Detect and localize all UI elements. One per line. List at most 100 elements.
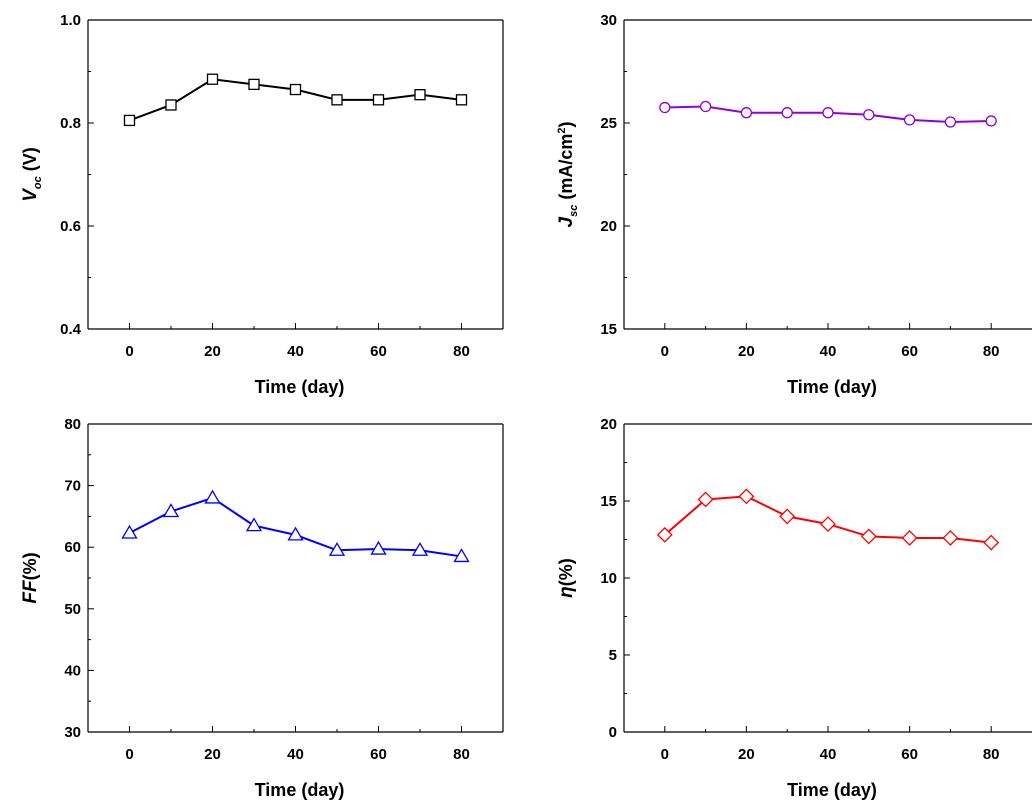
chart-4-series-1-point-9 [983, 534, 1000, 551]
chart-3-x-tick-label: 0 [125, 746, 133, 763]
chart-1-x-tick-label: 40 [287, 343, 304, 360]
chart-2-y-axis-title: Jsc (mA/cm2) [556, 122, 580, 228]
chart-3-series-1-point-4 [245, 517, 263, 532]
chart-4-series-1-point-4 [779, 508, 796, 525]
chart-1-panel: 0 20 40 60 80 0.4 0.6 0.8 1.0 Time (day) Voc (V) [20, 12, 504, 397]
chart-1-series-1-point-6 [331, 94, 343, 106]
chart-3-x-axis-title: Time (day) [255, 780, 345, 800]
chart-1-series-1-point-5 [289, 83, 302, 96]
chart-4-x-tick-label: 60 [901, 746, 918, 763]
chart-1-series-1-point-3 [206, 73, 219, 85]
chart-3-series-1-point-6 [328, 541, 346, 556]
chart-4-y-tick-label: 20 [600, 416, 617, 433]
chart-3-y-tick-label: 30 [64, 724, 81, 741]
chart-3-series-1-point-5 [287, 526, 304, 541]
chart-4-series-1-point-1 [656, 526, 673, 543]
chart-2-series-1-point-1 [659, 101, 671, 114]
chart-1-series-1-point-1 [123, 114, 136, 127]
chart-1-y-axis-title: Voc (V) [20, 147, 44, 202]
chart-4-x-axis-title: Time (day) [787, 780, 877, 800]
chart-3-series-1-point-7 [370, 540, 387, 555]
chart-4-series-1-point-8 [942, 530, 959, 546]
chart-2-y-axis-unit: (mA/cm [556, 134, 576, 205]
chart-4-x-tick-label: 20 [738, 746, 755, 763]
chart-2-x-tick-label: 20 [738, 343, 755, 360]
chart-2-series-1-point-9 [985, 115, 997, 127]
chart-2-series-1-point-2 [699, 100, 712, 113]
chart-1-series-1-point-2 [165, 99, 177, 111]
chart-2-x-tick-label: 0 [661, 343, 669, 360]
chart-2-y-tick-label: 30 [600, 12, 617, 29]
chart-4-series-1-point-2 [697, 491, 714, 508]
chart-1-y-tick-label: 0.6 [60, 218, 81, 235]
chart-4-series-1-point-3 [738, 488, 755, 505]
chart-2-y-tick-label: 20 [600, 218, 617, 235]
chart-1-series-1-point-4 [248, 78, 260, 91]
chart-3-x-tick-label: 60 [370, 746, 387, 763]
chart-3-y-axis-unit: (%) [20, 552, 40, 580]
chart-2-y-axis-subscript: sc [568, 205, 580, 217]
chart-2-y-axis-symbol: J [556, 216, 577, 227]
chart-2-y-axis-tail: ) [556, 122, 576, 128]
chart-3-series-1-point-1 [121, 524, 138, 539]
chart-2-x-axis-title: Time (day) [787, 377, 877, 397]
chart-2-y-axis-superscript: 2 [556, 128, 568, 134]
chart-3-x-tick-label: 20 [204, 746, 221, 763]
chart-1-y-tick-label: 0.4 [60, 321, 82, 338]
chart-1-series-1-point-7 [372, 94, 385, 106]
chart-3-y-axis-title: FF(%) [20, 552, 41, 603]
chart-2-series-1-point-5 [822, 107, 834, 119]
chart-3-series-1-point-3 [204, 489, 221, 504]
chart-3-y-tick-label: 50 [64, 601, 81, 618]
chart-1-x-tick-label: 20 [204, 343, 221, 360]
chart-3-y-tick-label: 40 [64, 662, 81, 679]
chart-4-y-tick-label: 0 [609, 724, 617, 741]
chart-2-y-tick-label: 25 [600, 115, 617, 132]
chart-3-x-tick-label: 40 [287, 746, 304, 763]
chart-3-panel: 0 20 40 60 80 30 40 50 60 70 80 Time (day) FF(%) [20, 416, 504, 800]
chart-2-x-tick-label: 40 [820, 343, 837, 360]
chart-4-y-tick-label: 5 [609, 647, 617, 664]
chart-4-x-tick-label: 40 [820, 746, 837, 763]
chart-2-series-1-point-8 [944, 116, 957, 128]
chart-3-series-1-point-9 [453, 548, 470, 563]
chart-2-series-1-point-7 [903, 114, 916, 126]
chart-2-panel: 0 20 40 60 80 15 20 25 30 Time (day) Jsc (mA/cm2) [556, 12, 1032, 397]
chart-1-y-axis-unit: (V) [20, 147, 40, 176]
chart-3-series-1-point-2 [162, 503, 180, 518]
chart-3-x-tick-label: 80 [453, 746, 470, 763]
chart-2-y-tick-label: 15 [600, 321, 617, 338]
chart-1-y-axis-subscript: oc [32, 176, 44, 189]
chart-2-x-tick-label: 80 [983, 343, 1000, 360]
chart-1-y-axis-symbol: V [20, 188, 41, 202]
chart-3-y-tick-label: 60 [64, 539, 81, 556]
chart-3-y-tick-label: 80 [64, 416, 81, 433]
chart-1-x-tick-label: 60 [370, 343, 387, 360]
chart-4-panel: 0 20 40 60 80 0 5 10 15 20 Time (day) η(%) [556, 416, 1032, 800]
chart-1-x-tick-label: 0 [125, 343, 133, 360]
chart-4-series-1-point-6 [860, 528, 877, 545]
chart-4-y-axis-symbol: η [556, 586, 577, 598]
chart-4-y-tick-label: 10 [600, 570, 617, 587]
chart-4-series-1-point-5 [820, 516, 836, 533]
chart-4-x-tick-label: 0 [661, 746, 669, 763]
chart-3-y-axis-symbol: FF [20, 579, 41, 604]
chart-4-series-1-point-7 [901, 530, 918, 546]
chart-4-y-tick-label: 15 [600, 493, 617, 510]
chart-3-series-1-point-8 [411, 541, 429, 556]
chart-1-y-tick-label: 0.8 [60, 115, 81, 132]
chart-2-series-1-point-3 [740, 107, 753, 119]
chart-1-x-tick-label: 80 [453, 343, 470, 360]
chart-1-y-tick-label: 1.0 [60, 12, 81, 29]
chart-3-y-tick-label: 70 [64, 478, 81, 495]
chart-1-x-axis-title: Time (day) [255, 377, 345, 397]
chart-1-series-1-point-8 [414, 89, 426, 101]
chart-4-y-axis-title: η(%) [556, 558, 577, 598]
chart-2-x-tick-label: 60 [901, 343, 918, 360]
chart-2-series-1-point-4 [781, 107, 793, 119]
chart-1-series-1-point-9 [455, 94, 468, 106]
chart-2-series-1-point-6 [863, 109, 875, 121]
chart-4-x-tick-label: 80 [983, 746, 1000, 763]
chart-4-y-axis-unit: (%) [556, 558, 576, 586]
